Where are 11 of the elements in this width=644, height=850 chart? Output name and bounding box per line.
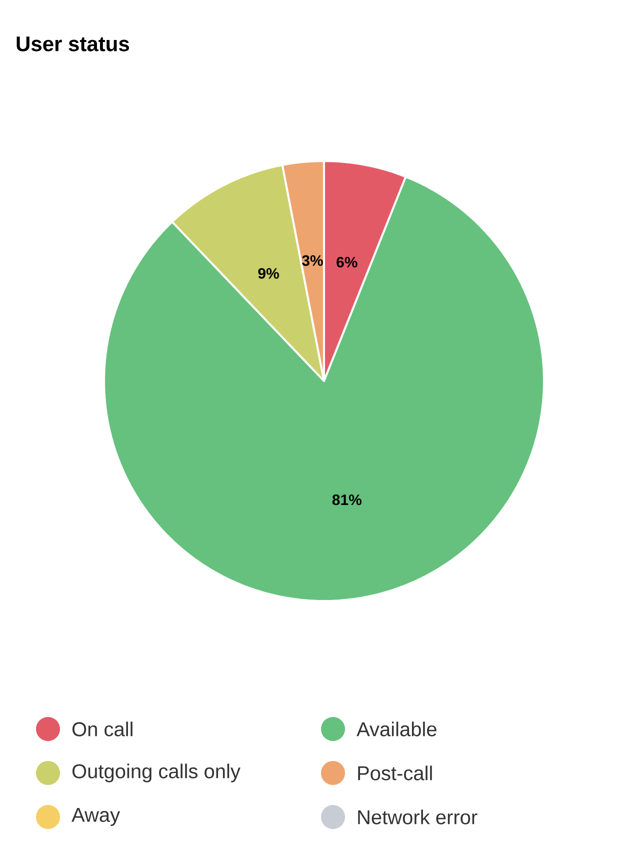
legend-label: Network error [358, 810, 478, 824]
data-label: 6% [336, 256, 358, 268]
chart-title: User status [16, 36, 129, 52]
legend-label: Outgoing calls only [72, 764, 240, 782]
legend-label: Available [356, 722, 436, 736]
legend-label: Post-call [358, 766, 432, 780]
legend-label: Away [72, 808, 120, 826]
legend-label: On call [72, 722, 132, 736]
data-label: 9% [258, 268, 279, 279]
data-label: 81% [332, 494, 362, 506]
data-label: 3% [302, 255, 323, 266]
